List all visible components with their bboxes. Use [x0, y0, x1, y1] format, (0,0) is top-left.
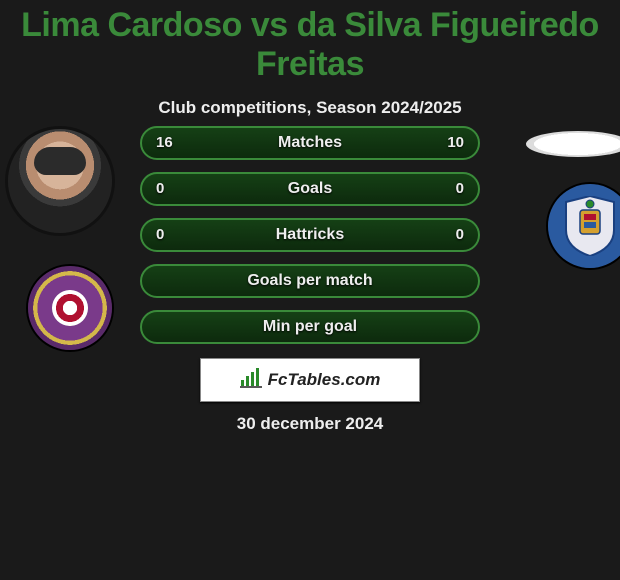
player-left-avatar	[8, 129, 112, 233]
snapshot-date: 30 december 2024	[0, 414, 620, 434]
stat-row-min-per-goal: Min per goal	[140, 310, 480, 344]
stat-right-value: 10	[447, 128, 464, 158]
source-badge: FcTables.com	[200, 358, 420, 402]
club-right-crest	[548, 184, 620, 268]
stat-row-goals-per-match: Goals per match	[140, 264, 480, 298]
stat-row-goals: 0 Goals 0	[140, 172, 480, 206]
stat-label: Hattricks	[142, 220, 478, 250]
stat-row-hattricks: 0 Hattricks 0	[140, 218, 480, 252]
source-badge-text: FcTables.com	[268, 370, 381, 390]
barchart-icon	[240, 368, 262, 393]
stat-label: Goals	[142, 174, 478, 204]
club-left-crest	[28, 266, 112, 350]
stat-right-value: 0	[456, 220, 464, 250]
stat-label: Min per goal	[142, 312, 478, 342]
player-right-avatar	[526, 131, 620, 157]
page-subtitle: Club competitions, Season 2024/2025	[0, 98, 620, 118]
stat-label: Goals per match	[142, 266, 478, 296]
porto-shield-icon	[562, 196, 618, 256]
stat-label: Matches	[142, 128, 478, 158]
stat-right-value: 0	[456, 174, 464, 204]
stat-row-matches: 16 Matches 10	[140, 126, 480, 160]
page-title: Lima Cardoso vs da Silva Figueiredo Frei…	[0, 6, 620, 84]
stats-panel: 16 Matches 10 0 Goals 0 0 Hattricks 0 Go…	[140, 126, 480, 356]
